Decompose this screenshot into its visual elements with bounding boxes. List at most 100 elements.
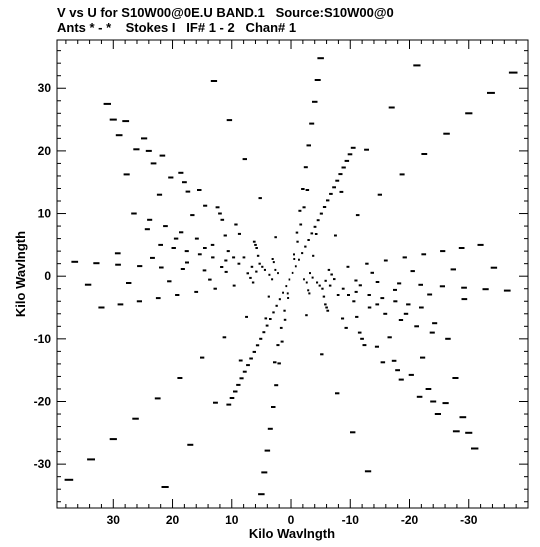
uv-point bbox=[324, 303, 327, 306]
y-tick-label: 30 bbox=[38, 81, 52, 95]
uv-point bbox=[167, 280, 172, 283]
axis-tick-labels: 30 20 10 0 -10 -20 -30 -30 -20 -10 0 10 20 30 bbox=[34, 81, 478, 527]
uv-point bbox=[425, 388, 432, 390]
y-tick-label: -10 bbox=[34, 332, 52, 346]
uv-point bbox=[226, 119, 233, 122]
uv-point bbox=[318, 284, 321, 287]
uv-point bbox=[159, 266, 164, 269]
x-tick-label: 0 bbox=[288, 513, 295, 527]
uv-point bbox=[256, 254, 260, 257]
y-tick-label: 10 bbox=[38, 207, 52, 221]
uv-point bbox=[375, 281, 380, 283]
uv-point bbox=[275, 304, 278, 307]
uv-point bbox=[273, 361, 277, 364]
uv-point bbox=[301, 188, 305, 190]
uv-point bbox=[184, 250, 189, 253]
uv-point bbox=[242, 158, 247, 161]
uv-point bbox=[326, 309, 330, 312]
uv-point bbox=[380, 297, 385, 300]
uv-point bbox=[309, 122, 315, 125]
uv-point bbox=[210, 243, 215, 246]
uv-point bbox=[490, 266, 498, 269]
uv-point bbox=[459, 416, 467, 419]
uv-point bbox=[246, 272, 249, 275]
uv-point bbox=[222, 336, 227, 339]
uv-point bbox=[64, 478, 74, 481]
uv-point bbox=[471, 447, 479, 450]
uv-point bbox=[320, 353, 324, 356]
uv-point bbox=[439, 285, 445, 288]
uv-point bbox=[306, 144, 311, 147]
uv-point bbox=[487, 91, 495, 94]
uv-point bbox=[136, 300, 142, 303]
uv-point bbox=[234, 223, 238, 226]
uv-point bbox=[264, 317, 268, 320]
uv-point bbox=[307, 289, 310, 292]
uv-point bbox=[335, 179, 340, 182]
uv-point bbox=[277, 272, 279, 275]
uv-point bbox=[354, 290, 358, 293]
uv-point bbox=[367, 306, 372, 309]
x-tick-label: 20 bbox=[166, 513, 180, 527]
uv-point bbox=[103, 102, 111, 105]
uv-point bbox=[224, 270, 228, 273]
uv-point bbox=[71, 260, 79, 263]
uv-point bbox=[440, 250, 446, 253]
uv-point bbox=[175, 294, 180, 296]
plot-frame bbox=[56, 39, 529, 509]
uv-point bbox=[268, 273, 271, 276]
uv-point bbox=[299, 223, 303, 226]
uv-point bbox=[255, 344, 260, 347]
uv-point bbox=[421, 253, 427, 256]
uv-point bbox=[503, 289, 511, 292]
uv-point bbox=[177, 377, 183, 379]
uv-point bbox=[442, 402, 449, 405]
uv-point bbox=[93, 262, 100, 265]
uv-point bbox=[383, 259, 388, 262]
uv-point bbox=[419, 306, 424, 309]
uv-point bbox=[144, 228, 150, 231]
uv-point bbox=[291, 271, 294, 274]
uv-point bbox=[355, 214, 360, 217]
uv-point bbox=[163, 225, 168, 228]
uv-point bbox=[383, 312, 388, 315]
uv-point bbox=[150, 162, 157, 165]
uv-point bbox=[117, 303, 124, 306]
uv-point bbox=[301, 252, 304, 255]
uv-point bbox=[261, 471, 268, 474]
uv-point bbox=[364, 148, 369, 151]
chart-title: V vs U for S10W00@0E.U BAND.1 Source:S10… bbox=[57, 5, 394, 20]
uv-point bbox=[325, 306, 328, 309]
x-tick-label: -30 bbox=[460, 513, 478, 527]
uv-point bbox=[308, 292, 311, 295]
uv-point bbox=[358, 284, 362, 287]
uv-point bbox=[387, 336, 392, 339]
uv-point bbox=[482, 288, 489, 291]
uv-point bbox=[194, 237, 199, 240]
uv-point bbox=[215, 206, 220, 209]
uv-point bbox=[197, 253, 202, 256]
uv-point bbox=[258, 197, 262, 200]
uv-point bbox=[208, 278, 212, 281]
uv-point bbox=[430, 400, 437, 403]
uv-point bbox=[185, 261, 189, 264]
uv-point bbox=[274, 384, 279, 387]
uv-point bbox=[271, 258, 274, 260]
uv-point bbox=[252, 240, 256, 243]
uv-point bbox=[354, 279, 358, 282]
data-points bbox=[64, 57, 518, 496]
uv-point bbox=[312, 254, 315, 257]
uv-point bbox=[408, 373, 414, 376]
uv-point bbox=[145, 149, 152, 152]
uv-point bbox=[418, 283, 423, 286]
uv-point bbox=[84, 283, 92, 286]
uv-point bbox=[344, 159, 350, 162]
uv-point bbox=[421, 153, 428, 155]
uv-point bbox=[302, 206, 306, 209]
uv-point bbox=[269, 318, 272, 320]
uv-point bbox=[310, 232, 314, 235]
uv-point bbox=[254, 243, 257, 246]
uv-point bbox=[197, 189, 202, 191]
uv-point bbox=[298, 209, 302, 212]
uv-point bbox=[267, 427, 273, 430]
